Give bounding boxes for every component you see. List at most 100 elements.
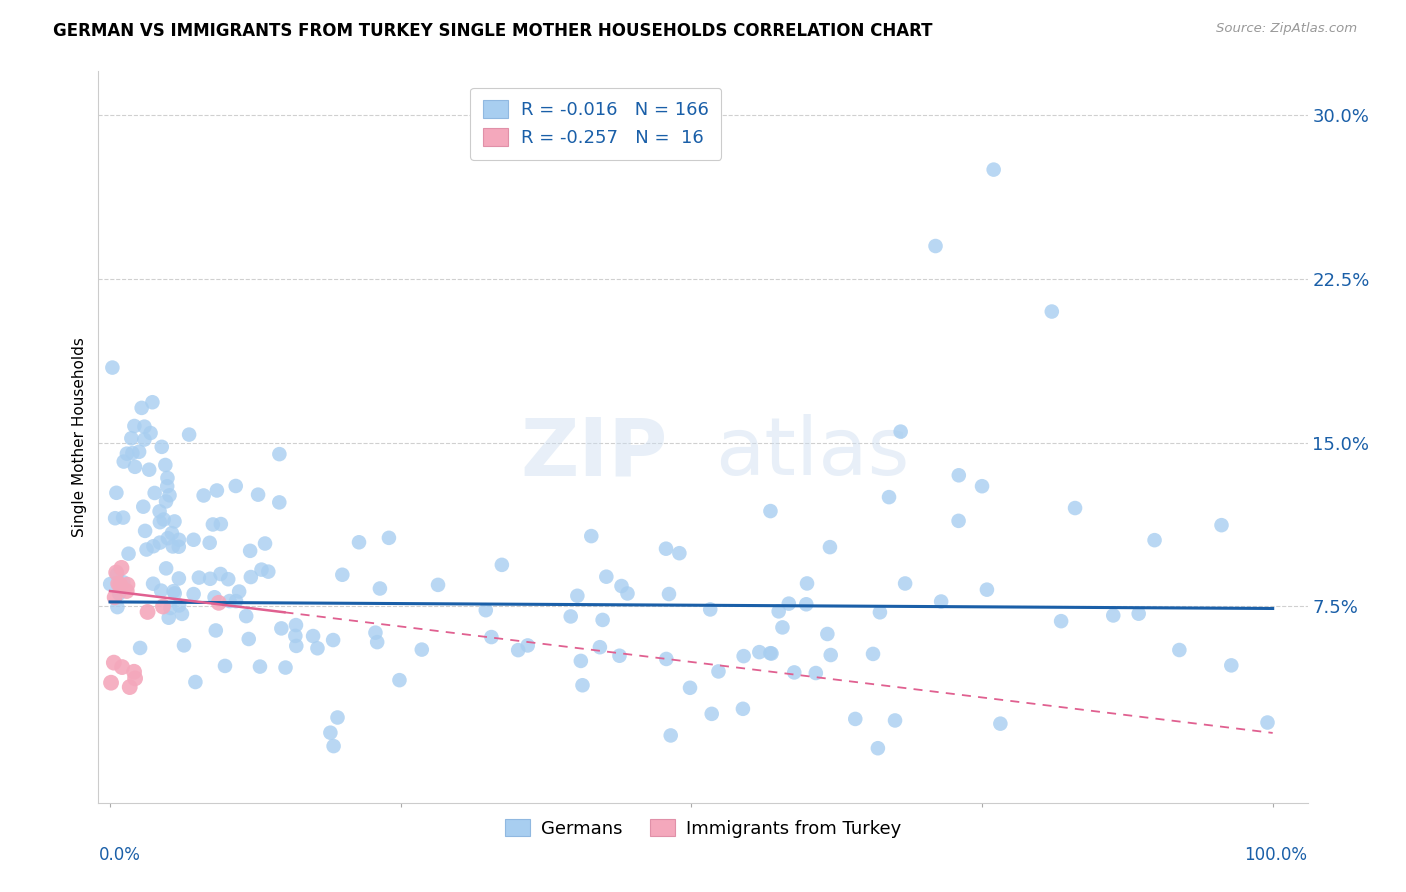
- Point: [117, 577, 139, 591]
- Point: [120, 431, 142, 445]
- Point: [143, 486, 166, 500]
- Point: [235, 609, 257, 624]
- Point: [700, 706, 723, 721]
- Point: [156, 531, 179, 545]
- Point: [124, 671, 146, 685]
- Point: [204, 624, 226, 638]
- Point: [862, 647, 884, 661]
- Point: [115, 447, 138, 461]
- Point: [101, 360, 124, 375]
- Point: [124, 419, 146, 434]
- Text: atlas: atlas: [714, 415, 910, 492]
- Point: [269, 495, 291, 509]
- Point: [214, 659, 236, 673]
- Point: [150, 583, 173, 598]
- Point: [121, 446, 143, 460]
- Point: [110, 561, 132, 575]
- Point: [112, 575, 135, 590]
- Point: [132, 500, 155, 514]
- Point: [111, 660, 134, 674]
- Point: [167, 540, 190, 554]
- Point: [163, 515, 186, 529]
- Point: [105, 485, 128, 500]
- Point: [378, 531, 401, 545]
- Point: [815, 627, 838, 641]
- Point: [155, 494, 177, 508]
- Point: [655, 652, 678, 666]
- Point: [731, 702, 754, 716]
- Point: [820, 648, 842, 662]
- Point: [141, 395, 163, 409]
- Point: [759, 504, 782, 518]
- Point: [209, 516, 232, 531]
- Point: [157, 611, 180, 625]
- Point: [1102, 608, 1125, 623]
- Point: [1256, 715, 1278, 730]
- Point: [193, 488, 215, 502]
- Point: [411, 642, 433, 657]
- Point: [108, 586, 131, 600]
- Point: [364, 625, 387, 640]
- Point: [167, 571, 190, 585]
- Point: [589, 640, 612, 655]
- Point: [156, 479, 179, 493]
- Point: [679, 681, 702, 695]
- Point: [877, 490, 900, 504]
- Text: GERMAN VS IMMIGRANTS FROM TURKEY SINGLE MOTHER HOUSEHOLDS CORRELATION CHART: GERMAN VS IMMIGRANTS FROM TURKEY SINGLE …: [53, 22, 934, 40]
- Point: [1064, 501, 1087, 516]
- Point: [103, 656, 125, 670]
- Point: [155, 458, 177, 472]
- Point: [152, 512, 174, 526]
- Point: [368, 582, 391, 596]
- Point: [105, 566, 128, 580]
- Point: [884, 714, 907, 728]
- Point: [659, 728, 682, 742]
- Point: [307, 641, 329, 656]
- Point: [167, 533, 190, 547]
- Point: [772, 620, 794, 634]
- Point: [270, 621, 292, 635]
- Point: [129, 640, 152, 655]
- Point: [163, 586, 186, 600]
- Point: [707, 665, 730, 679]
- Text: 0.0%: 0.0%: [98, 847, 141, 864]
- Point: [983, 162, 1005, 177]
- Point: [179, 427, 201, 442]
- Point: [894, 576, 917, 591]
- Point: [115, 584, 138, 599]
- Point: [208, 596, 231, 610]
- Point: [160, 526, 183, 541]
- Legend: Germans, Immigrants from Turkey: Germans, Immigrants from Turkey: [498, 812, 908, 845]
- Point: [302, 629, 325, 643]
- Point: [159, 488, 181, 502]
- Point: [112, 454, 135, 468]
- Point: [569, 654, 592, 668]
- Point: [285, 639, 308, 653]
- Point: [149, 504, 172, 518]
- Point: [699, 602, 721, 616]
- Point: [173, 639, 195, 653]
- Point: [1220, 658, 1243, 673]
- Point: [388, 673, 411, 688]
- Point: [844, 712, 866, 726]
- Point: [319, 725, 342, 739]
- Text: ZIP: ZIP: [520, 415, 668, 492]
- Point: [491, 558, 513, 572]
- Point: [183, 533, 205, 547]
- Point: [668, 546, 690, 560]
- Point: [107, 600, 129, 615]
- Text: Source: ZipAtlas.com: Source: ZipAtlas.com: [1216, 22, 1357, 36]
- Point: [1128, 607, 1150, 621]
- Point: [475, 603, 498, 617]
- Point: [209, 566, 232, 581]
- Point: [250, 563, 273, 577]
- Point: [136, 605, 159, 619]
- Point: [866, 741, 889, 756]
- Point: [804, 666, 827, 681]
- Point: [134, 524, 156, 538]
- Point: [225, 594, 247, 608]
- Point: [187, 571, 209, 585]
- Point: [105, 567, 128, 582]
- Point: [217, 572, 239, 586]
- Point: [274, 660, 297, 674]
